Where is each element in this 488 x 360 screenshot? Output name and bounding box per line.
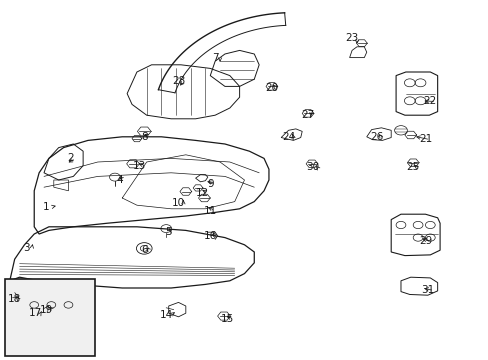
- Text: 16: 16: [203, 231, 217, 241]
- Text: 2: 2: [67, 153, 74, 163]
- Text: 17: 17: [28, 308, 42, 318]
- Text: 23: 23: [345, 33, 358, 43]
- Text: 6: 6: [141, 245, 147, 255]
- Text: 11: 11: [203, 206, 217, 216]
- Text: 26: 26: [369, 132, 383, 142]
- Polygon shape: [390, 214, 439, 256]
- Text: 15: 15: [220, 314, 234, 324]
- Text: 29: 29: [418, 236, 431, 246]
- Text: 19: 19: [40, 305, 53, 315]
- Text: 12: 12: [196, 188, 209, 198]
- Text: 1: 1: [43, 202, 50, 212]
- Text: 25: 25: [406, 162, 419, 172]
- Polygon shape: [22, 297, 82, 313]
- Text: 28: 28: [171, 76, 185, 86]
- Text: 27: 27: [301, 110, 314, 120]
- Text: 30: 30: [306, 162, 319, 172]
- Text: 9: 9: [206, 179, 213, 189]
- Bar: [5, 279, 95, 356]
- Text: 7: 7: [211, 53, 218, 63]
- Text: 8: 8: [141, 132, 147, 142]
- Text: 21: 21: [418, 134, 431, 144]
- Text: 22: 22: [423, 96, 436, 106]
- Text: 14: 14: [159, 310, 173, 320]
- Text: 18: 18: [8, 294, 21, 304]
- Text: 4: 4: [116, 175, 123, 185]
- Polygon shape: [395, 72, 437, 115]
- Text: 10: 10: [172, 198, 184, 208]
- Text: 20: 20: [264, 83, 277, 93]
- Text: 13: 13: [132, 161, 146, 171]
- Text: 31: 31: [420, 285, 434, 295]
- Text: 3: 3: [23, 243, 30, 253]
- Text: 24: 24: [281, 132, 295, 142]
- Text: 5: 5: [165, 227, 172, 237]
